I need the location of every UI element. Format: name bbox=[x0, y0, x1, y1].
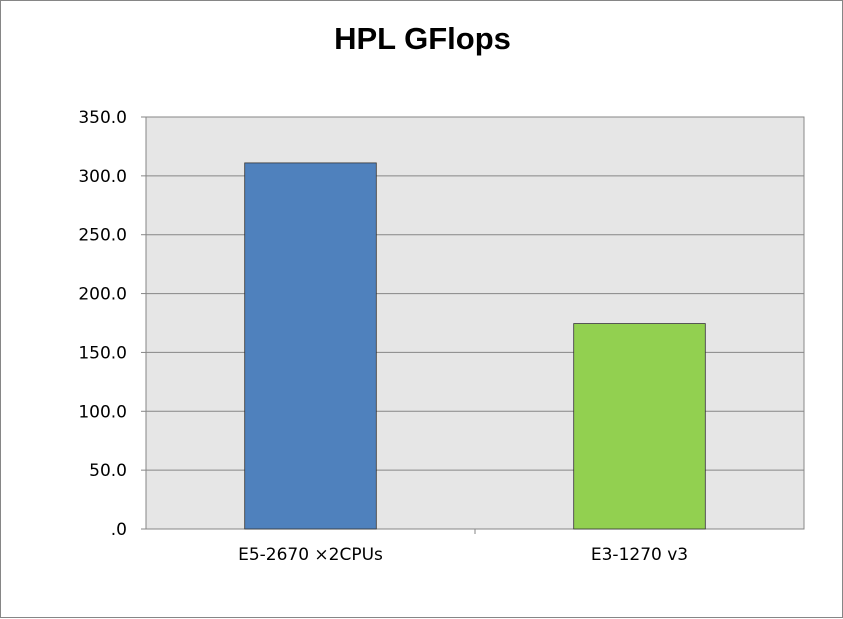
y-tick-label: 350.0 bbox=[78, 108, 127, 128]
y-tick-label: 200.0 bbox=[78, 285, 127, 305]
x-category-label: E3-1270 v3 bbox=[591, 545, 688, 565]
bar bbox=[573, 323, 706, 530]
x-category-label: E5-2670 ×2CPUs bbox=[238, 545, 383, 565]
y-tick-label: 50.0 bbox=[89, 461, 127, 481]
y-tick-label: 150.0 bbox=[78, 343, 127, 363]
bar bbox=[244, 162, 377, 530]
chart-title: HPL GFlops bbox=[334, 21, 511, 56]
y-tick-label: .0 bbox=[111, 520, 127, 540]
y-tick-label: 300.0 bbox=[78, 167, 127, 187]
y-tick-label: 250.0 bbox=[78, 226, 127, 246]
y-tick-label: 100.0 bbox=[78, 402, 127, 422]
